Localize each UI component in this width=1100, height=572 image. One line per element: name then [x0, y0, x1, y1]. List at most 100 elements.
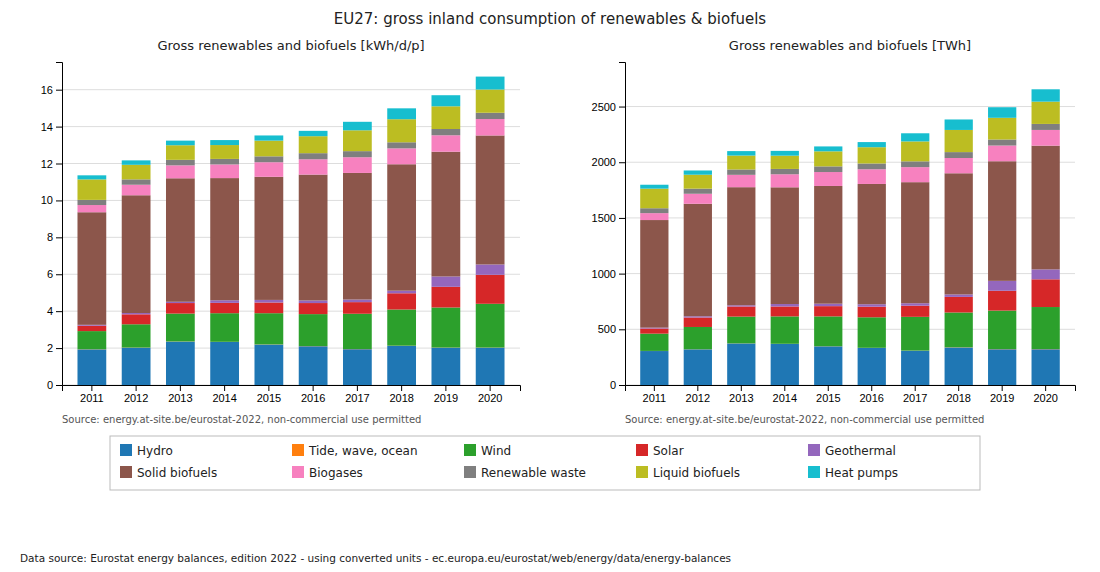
chart-root: EU27: gross inland consumption of renewa… [0, 0, 1100, 572]
legend-label: Wind [481, 444, 511, 458]
tick: 2011 [80, 385, 104, 404]
tick-mark [741, 385, 742, 391]
tick-mark [619, 162, 625, 163]
tick-label: 2011 [80, 392, 104, 404]
bar-segment [431, 95, 460, 106]
bar-segment [814, 172, 842, 186]
chart-title: Gross renewables and biofuels [kWh/d/p] [157, 38, 424, 53]
bar-segment [640, 208, 668, 213]
bar-series [640, 130, 1060, 220]
bar-segment [1032, 146, 1060, 270]
bar-segment [771, 151, 799, 156]
bar-segment [299, 300, 328, 303]
bar-segment [77, 175, 106, 179]
tick: 2011 [643, 385, 667, 404]
axis-line [619, 63, 626, 386]
bar-segment [901, 351, 929, 385]
annotation: Source: energy.at-site.be/eurostat-2022,… [62, 414, 421, 425]
tick-mark [445, 385, 446, 391]
tick: 2020 [1033, 385, 1057, 404]
bar-segment [1032, 279, 1060, 307]
bar-segment [431, 348, 460, 385]
bar-segment [727, 305, 755, 306]
legend-label: Biogases [309, 466, 363, 480]
bar-segment [431, 307, 460, 347]
bar-segment [343, 300, 372, 303]
tick-mark [619, 218, 625, 219]
bar-series [640, 89, 1060, 188]
bar-segment [122, 185, 151, 196]
bar-segment [684, 316, 712, 317]
grid-line [62, 89, 520, 90]
tick-mark [619, 385, 625, 386]
bar-segment [431, 106, 460, 129]
axis-line [56, 63, 63, 386]
bar-segment [858, 169, 886, 184]
bar-segment [476, 119, 505, 135]
x-axis: 2011201220132014201520162017201820192020 [63, 385, 521, 404]
bar-segment [77, 326, 106, 331]
bar-segment [640, 189, 668, 209]
chart-title: Gross renewables and biofuels [TWh] [729, 38, 971, 53]
bar-series [77, 77, 504, 180]
bar-segment [210, 303, 239, 313]
bar-segment [166, 314, 195, 342]
bar-segment [640, 334, 668, 351]
bar-segment [387, 164, 416, 290]
legend-label: Renewable waste [481, 466, 586, 480]
tick-mark [56, 164, 62, 165]
bar-segment [431, 129, 460, 135]
axis-line [626, 386, 1076, 392]
y-axis: 0246810121416 [41, 63, 63, 392]
tick-label: 2015 [816, 392, 840, 404]
bar-segment [122, 195, 151, 313]
tick-label: 2018 [389, 392, 413, 404]
bar-series [77, 135, 504, 324]
legend-swatch [808, 466, 820, 478]
tick-label: 2017 [345, 392, 369, 404]
bar-segment [814, 316, 842, 346]
bar-segment [988, 107, 1016, 118]
bar-series [77, 342, 504, 385]
bar-series [77, 90, 504, 200]
bar-segment [299, 136, 328, 153]
y-axis: 05001000150020002500 [592, 63, 626, 392]
legend-item: Renewable waste [464, 466, 586, 480]
bar-segment [814, 166, 842, 172]
bar-segment [210, 140, 239, 145]
tick: 2020 [478, 385, 502, 404]
tick: 2012 [686, 385, 710, 404]
bar-segment [640, 213, 668, 220]
legend: HydroTide, wave, oceanWindSolarGeotherma… [110, 436, 980, 490]
bar-segment [210, 159, 239, 165]
bar-segment [166, 178, 195, 301]
legend-item: Biogases [292, 466, 363, 480]
legend-item: Solar [636, 444, 684, 458]
tick-label: 4 [47, 305, 53, 317]
bar-segment [901, 303, 929, 305]
tick-label: 500 [598, 323, 616, 335]
bar-segment [343, 130, 372, 151]
legend-swatch [808, 444, 820, 456]
bar-segment [814, 304, 842, 306]
bars [77, 77, 504, 385]
bar-segment [210, 342, 239, 385]
bar-segment [387, 142, 416, 148]
bar-segment [387, 119, 416, 142]
bar-segment [727, 343, 755, 385]
tick-label: 2014 [212, 392, 236, 404]
tick-mark [268, 385, 269, 391]
bar-segment [988, 140, 1016, 146]
bar-segment [387, 346, 416, 385]
bar-segment [727, 169, 755, 174]
tick-mark [915, 385, 916, 391]
bar-segment [166, 145, 195, 160]
bar-segment [945, 130, 973, 152]
bar-segment [814, 186, 842, 304]
tick-mark [958, 385, 959, 391]
bar-segment [77, 200, 106, 205]
bar-segment [476, 304, 505, 348]
bar-segment [166, 160, 195, 166]
bar-segment [684, 204, 712, 316]
bar-segment [771, 156, 799, 169]
